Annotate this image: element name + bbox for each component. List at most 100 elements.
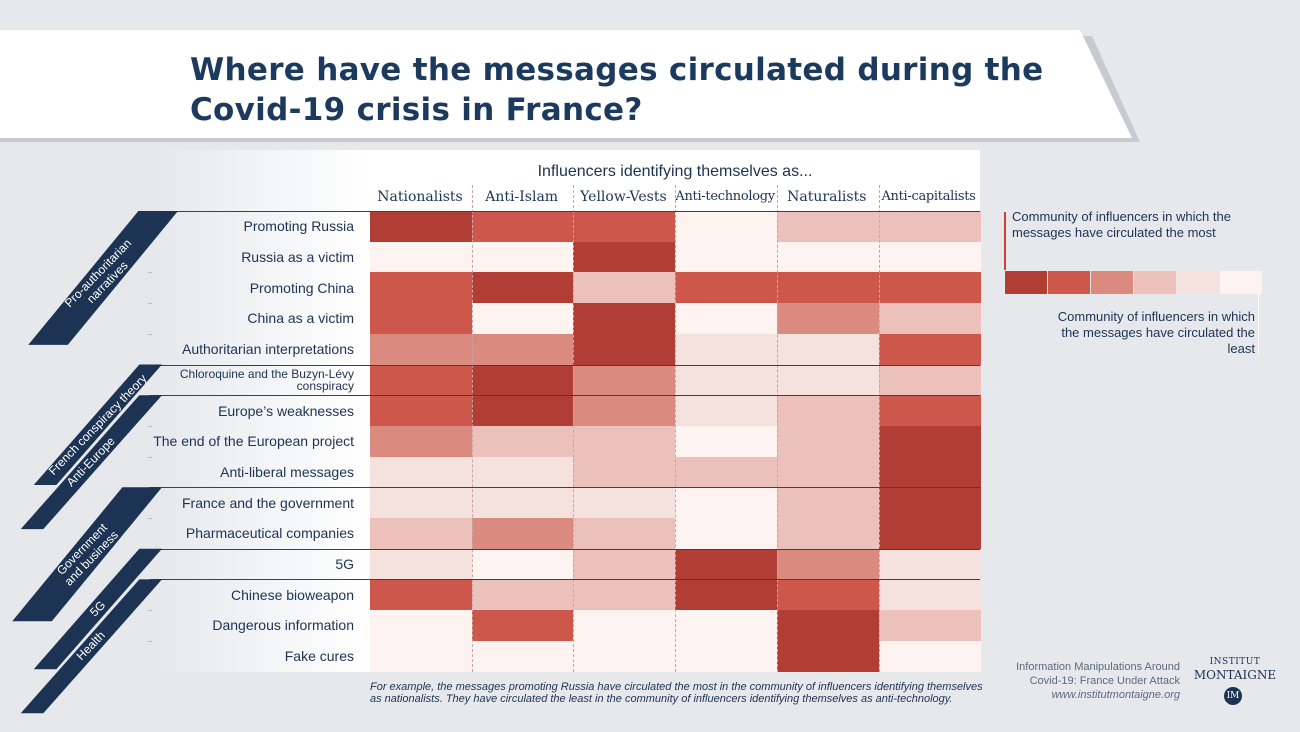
column-divider <box>471 185 473 672</box>
heatmap-cell <box>471 333 574 365</box>
legend-least-label: Community of influencers in which the me… <box>1057 309 1255 356</box>
heatmap-cell <box>675 579 778 611</box>
heatmap-cell <box>878 487 981 519</box>
heatmap-cell <box>573 640 676 672</box>
row-tick <box>148 456 152 458</box>
heatmap-cell <box>878 610 981 642</box>
footnote: For example, the messages promoting Russ… <box>370 681 983 705</box>
credit-line-2: Covid-19: France Under Attack <box>1029 675 1180 687</box>
heatmap-cell <box>776 241 879 273</box>
heatmap-cell <box>776 487 879 519</box>
heatmap-cell <box>573 241 676 273</box>
heatmap-cell <box>776 548 879 580</box>
heatmap-cell <box>370 579 472 611</box>
heatmap-cell <box>675 610 778 642</box>
logo-badge-icon: IM <box>1224 687 1242 705</box>
heatmap-cell <box>776 395 879 427</box>
column-label: Anti-technology <box>675 189 775 204</box>
group-separator <box>150 548 981 550</box>
row-label: Russia as a victim <box>241 249 354 266</box>
credit: Information Manipulations Around Covid-1… <box>990 660 1180 702</box>
column-label: Yellow-Vests <box>580 189 667 205</box>
heatmap-cell <box>675 395 778 427</box>
heatmap-cell <box>471 211 574 242</box>
column-divider <box>675 185 677 672</box>
heatmap-cell <box>675 272 778 304</box>
heatmap-cell <box>878 518 981 549</box>
heatmap-cell <box>675 364 778 396</box>
category-tab <box>20 395 162 530</box>
heatmap-cell <box>370 272 472 304</box>
heatmap-cell <box>878 272 981 304</box>
heatmap-cell <box>471 548 574 580</box>
heatmap-cell <box>573 425 676 457</box>
row-tick <box>148 518 152 519</box>
title-banner <box>0 30 1140 142</box>
group-separator <box>150 579 981 581</box>
heatmap-cell <box>370 425 472 457</box>
row-tick <box>148 610 152 612</box>
row-label: Fake cures <box>284 648 354 665</box>
column-divider <box>573 185 575 672</box>
heatmap-cell <box>776 272 879 304</box>
column-divider <box>776 185 778 672</box>
row-label: Authoritarian interpretations <box>182 341 354 358</box>
group-separator <box>150 364 981 366</box>
heatmap-cell <box>471 272 574 304</box>
logo: INSTITUT MONTAIGNE <box>1190 657 1280 682</box>
heatmap-cell <box>776 211 879 242</box>
heatmap-cell <box>878 364 981 396</box>
row-tick <box>148 425 152 427</box>
heatmap-cell <box>675 518 778 549</box>
credit-url[interactable]: www.institutmontaigne.org <box>1051 689 1180 701</box>
heatmap-cell <box>370 548 472 580</box>
heatmap-cell <box>573 518 676 549</box>
heatmap-cell <box>573 364 676 396</box>
heatmap-cell <box>573 456 676 488</box>
heatmap-cell <box>370 610 472 642</box>
heatmap-cell <box>573 272 676 304</box>
category-tab <box>28 211 179 345</box>
heatmap-cell <box>471 610 574 642</box>
heatmap-cell <box>471 518 574 549</box>
row-label: The end of the European project <box>153 433 354 450</box>
row-label: 5G <box>335 556 354 573</box>
heatmap-cell <box>573 303 676 335</box>
column-label: Anti-Islam <box>485 189 559 205</box>
legend-most-label: Community of influencers in which the me… <box>1012 209 1231 240</box>
heatmap-cell <box>878 425 981 457</box>
page-title: Where have the messages circulated durin… <box>190 52 1044 128</box>
group-separator <box>150 395 981 397</box>
row-label: China as a victim <box>247 310 354 327</box>
heatmap-cell <box>573 548 676 580</box>
heatmap-cell <box>776 333 879 365</box>
heatmap-cell <box>573 610 676 642</box>
heatmap-cell <box>471 640 574 672</box>
row-label: Anti-liberal messages <box>220 463 354 480</box>
heatmap-cell <box>776 518 879 549</box>
legend-swatch <box>1005 271 1047 294</box>
legend-swatch <box>1134 271 1176 294</box>
logo-line-1: INSTITUT <box>1209 657 1261 667</box>
row-label: Promoting Russia <box>243 218 355 235</box>
heatmap-cell <box>675 425 778 457</box>
category-tab <box>33 548 162 670</box>
heatmap-cell <box>675 456 778 488</box>
column-label: Nationalists <box>377 189 463 205</box>
heatmap-cell <box>471 241 574 273</box>
legend-most-marker <box>1004 212 1006 270</box>
column-label: Anti-capitalists <box>881 189 976 204</box>
heatmap-cell <box>878 579 981 611</box>
row-label: Chinese bioweapon <box>231 586 354 603</box>
credit-line-1: Information Manipulations Around <box>1016 661 1180 673</box>
row-label: Chloroquine and the Buzyn-Lévy conspirac… <box>179 366 354 393</box>
heatmap-cell <box>471 456 574 488</box>
heatmap-cell <box>471 364 574 396</box>
legend-swatch <box>1091 271 1133 294</box>
row-tick <box>148 333 152 335</box>
heatmap-cell <box>878 548 981 580</box>
heatmap-cell <box>675 211 778 242</box>
column-divider <box>878 185 880 672</box>
heatmap-cell <box>776 579 879 611</box>
heatmap-cell <box>370 487 472 519</box>
